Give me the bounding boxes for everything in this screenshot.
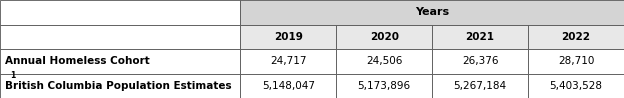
Text: 24,506: 24,506 — [366, 56, 402, 66]
Text: 26,376: 26,376 — [462, 56, 499, 66]
Bar — [432, 74, 528, 98]
Bar — [0, 49, 240, 74]
Text: 2019: 2019 — [274, 32, 303, 42]
Bar — [336, 49, 432, 74]
Bar — [336, 25, 432, 49]
Text: 2021: 2021 — [466, 32, 495, 42]
Text: 1: 1 — [11, 71, 16, 80]
Bar — [0, 74, 240, 98]
Bar — [528, 74, 624, 98]
Bar — [336, 74, 432, 98]
Text: 5,148,047: 5,148,047 — [261, 81, 314, 91]
Bar — [240, 25, 336, 49]
Bar — [432, 25, 528, 49]
Text: 5,267,184: 5,267,184 — [454, 81, 507, 91]
Text: 5,173,896: 5,173,896 — [358, 81, 411, 91]
Text: 24,717: 24,717 — [270, 56, 306, 66]
Text: British Columbia Population Estimates: British Columbia Population Estimates — [5, 81, 232, 91]
Text: 2020: 2020 — [369, 32, 399, 42]
Text: 28,710: 28,710 — [558, 56, 594, 66]
Text: Annual Homeless Cohort: Annual Homeless Cohort — [5, 56, 150, 66]
Bar — [0, 25, 240, 49]
Text: 2022: 2022 — [562, 32, 590, 42]
Bar — [528, 49, 624, 74]
Bar — [240, 74, 336, 98]
Bar — [240, 0, 624, 25]
Bar — [528, 25, 624, 49]
Text: 5,403,528: 5,403,528 — [550, 81, 603, 91]
Bar — [432, 49, 528, 74]
Text: Years: Years — [415, 7, 449, 18]
Bar — [0, 0, 240, 25]
Bar — [240, 49, 336, 74]
